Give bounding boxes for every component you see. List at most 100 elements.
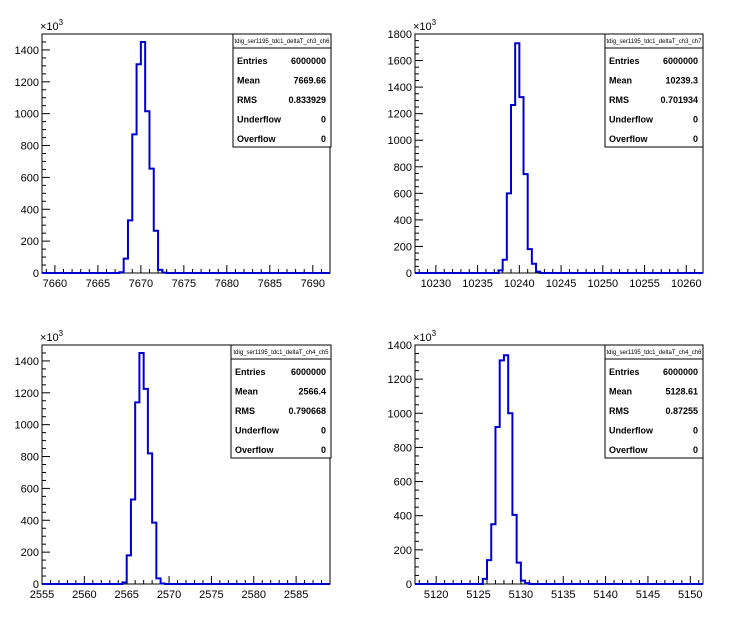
histogram-series <box>415 354 703 585</box>
stats-title: tdig_ser1195_tdc1_deltaT_ch3_ch6 <box>235 39 331 45</box>
stats-title: tdig_ser1195_tdc1_deltaT_ch4_ch5 <box>234 350 330 356</box>
y-tick-label: 800 <box>394 162 412 174</box>
y-tick-label: 1200 <box>15 388 39 400</box>
stats-value: 0 <box>693 115 698 125</box>
stats-value: 6000000 <box>663 367 698 377</box>
y-tick-label: 600 <box>394 477 412 489</box>
histogram-bin <box>158 270 162 273</box>
x-tick-label: 10260 <box>671 278 702 290</box>
histogram-bin <box>119 272 123 273</box>
histogram-bin <box>149 169 153 273</box>
x-tick-label: 7660 <box>43 278 67 290</box>
x-tick-label: 10230 <box>421 278 452 290</box>
y-tick-label: 400 <box>21 515 39 527</box>
histogram-bin <box>135 402 139 584</box>
histogram-bin <box>132 134 136 273</box>
histogram-bin <box>524 174 528 273</box>
stats-label: Overflow <box>235 445 275 455</box>
y-axis: 0 200 400 600 800 1000 1200 1400 1600 1800 <box>388 29 423 280</box>
stats-value: 7669.66 <box>293 76 326 86</box>
histogram-bin <box>519 97 523 273</box>
stats-label: Underflow <box>609 115 654 125</box>
histogram-bin <box>536 272 540 273</box>
histogram-bin <box>512 515 516 584</box>
stats-label: Mean <box>609 76 632 86</box>
x-tick-label: 10255 <box>629 278 660 290</box>
y-exponent-value: 3 <box>432 329 437 338</box>
y-tick-label: 400 <box>394 215 412 227</box>
stats-value: 6000000 <box>663 56 698 66</box>
stats-value: 0.701934 <box>660 95 698 105</box>
stats-label: Overflow <box>237 134 277 144</box>
histogram-series <box>42 40 330 274</box>
x-tick-label: 7690 <box>301 278 325 290</box>
histogram-bin <box>511 105 515 273</box>
stats-value: 0.790668 <box>288 406 326 416</box>
histogram-bin <box>156 578 160 584</box>
x-tick-label: 10235 <box>462 278 493 290</box>
y-tick-label: 1400 <box>388 340 412 352</box>
y-tick-label: 1400 <box>15 45 39 57</box>
y-exponent-label: ×103 <box>40 18 64 33</box>
stats-label: Entries <box>609 56 640 66</box>
stats-box-frame <box>232 33 332 148</box>
histogram-bin <box>131 500 135 584</box>
histogram-line <box>415 42 703 274</box>
x-tick-label: 5125 <box>466 589 490 601</box>
y-tick-label: 1000 <box>388 408 412 420</box>
y-tick-label: 200 <box>21 547 39 559</box>
stats-value: 0.87255 <box>665 406 698 416</box>
stats-value: 2566.4 <box>298 387 326 397</box>
stats-box-frame <box>230 344 332 459</box>
x-tick-label: 2560 <box>72 589 96 601</box>
y-exponent-label: ×103 <box>413 329 437 344</box>
x-axis: 7660 7665 7670 7675 7680 7685 7690 <box>43 265 331 290</box>
histogram-bin <box>504 355 508 584</box>
x-tick-label: 2585 <box>284 589 308 601</box>
stats-box: tdig_ser1195_tdc1_deltaT_ch4_ch5 Entries 6… <box>230 344 332 459</box>
y-tick-label: 1200 <box>388 109 412 121</box>
y-tick-label: 400 <box>21 204 39 216</box>
y-axis: 0 200 400 600 800 1000 1200 1400 <box>15 33 50 280</box>
x-tick-label: 5130 <box>509 589 533 601</box>
stats-label: RMS <box>235 406 255 416</box>
y-tick-label: 400 <box>394 511 412 523</box>
stats-label: RMS <box>609 95 629 105</box>
y-tick-label: 0 <box>33 579 39 591</box>
histogram-series <box>42 351 330 585</box>
y-tick-label: 1400 <box>388 82 412 94</box>
stats-label: Mean <box>237 76 260 86</box>
stats-value: 0 <box>693 445 698 455</box>
histogram-panel-4: 0 200 400 600 800 1000 1200 1400×103 5120 5125 513… <box>388 329 704 601</box>
stats-label: Overflow <box>609 445 649 455</box>
x-tick-label: 5135 <box>551 589 575 601</box>
stats-box-frame <box>604 344 704 459</box>
stats-value: 6000000 <box>291 367 326 377</box>
x-tick-label: 5150 <box>678 589 702 601</box>
stats-box: tdig_ser1195_tdc1_deltaT_ch4_ch6 Entries 6… <box>604 344 704 459</box>
x-tick-label: 2575 <box>199 589 223 601</box>
y-tick-label: 600 <box>394 188 412 200</box>
stats-label: RMS <box>609 406 629 416</box>
x-axis: 5120 5125 5130 5135 5140 5145 5150 <box>418 576 703 601</box>
histogram-bin <box>154 231 158 273</box>
y-tick-label: 600 <box>21 483 39 495</box>
x-tick-label: 5140 <box>593 589 617 601</box>
y-tick-label: 1200 <box>15 77 39 89</box>
stats-box: tdig_ser1195_tdc1_deltaT_ch3_ch6 Entries 6… <box>232 33 332 148</box>
x-tick-label: 10250 <box>588 278 619 290</box>
x-tick-label: 2555 <box>30 589 54 601</box>
y-tick-label: 1400 <box>15 356 39 368</box>
stats-box: tdig_ser1195_tdc1_deltaT_ch3_ch7 Entries 6… <box>604 33 704 148</box>
y-tick-label: 600 <box>21 172 39 184</box>
histogram-bin <box>528 249 532 273</box>
y-tick-label: 1800 <box>388 29 412 41</box>
stats-label: Mean <box>235 387 258 397</box>
stats-label: RMS <box>237 95 257 105</box>
histogram-bin <box>137 64 141 273</box>
y-exponent-label: ×103 <box>40 329 64 344</box>
histogram-line <box>415 354 703 585</box>
y-tick-label: 800 <box>394 442 412 454</box>
x-tick-label: 10240 <box>504 278 535 290</box>
